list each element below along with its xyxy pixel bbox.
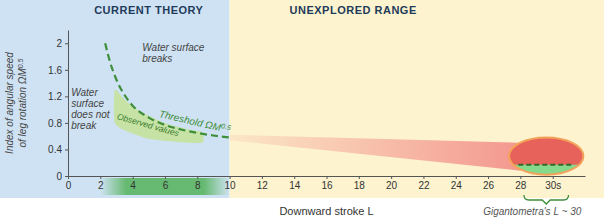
x-tick: 22 [418,176,430,191]
x-tick-label: 20 [386,180,398,191]
gigantometra-split-line [518,164,574,166]
x-tick: 28 [515,176,527,191]
x-tick: 24 [451,176,463,191]
x-tick-mark [423,176,424,179]
x-tick: 30s [545,176,561,191]
x-tick-mark [359,176,360,179]
y-tick-label: 0 [56,171,62,182]
y-tick-label: 0.4 [48,144,62,155]
superscript: 0.5 [221,122,232,131]
y-tick-label: 2 [56,38,62,49]
annotation: Water surfacebreaks [142,42,204,64]
x-tick-label: 18 [354,180,366,191]
y-tick: 1.2 [48,91,68,102]
x-axis-title: Downward stroke L [279,205,373,217]
region-label: UNEXPLORED RANGE [290,4,417,16]
x-tick-label: 6 [163,180,169,191]
x-tick: 14 [289,176,301,191]
y-axis-line [68,31,69,177]
x-tick-mark [520,176,521,179]
x-tick-mark [553,176,554,179]
gigantometra-bracket [524,195,569,204]
x-tick-mark [488,176,489,179]
x-tick-label: 12 [257,180,269,191]
y-tick-mark [65,43,68,44]
x-tick-mark [230,176,231,179]
region-label: CURRENT THEORY [94,4,203,16]
x-tick-label: 16 [321,180,333,191]
x-tick-mark [294,176,295,179]
x-tick-label: 28 [515,180,527,191]
y-tick: 2 [56,38,68,49]
x-tick-label: 30s [545,180,561,191]
y-tick-mark [65,96,68,97]
x-tick-label: 0 [66,180,72,191]
x-tick: 26 [483,176,495,191]
projection-wedge [230,135,521,171]
x-tick: 0 [66,176,72,191]
x-tick: 18 [354,176,366,191]
annotation-line: break [71,120,97,131]
y-tick-label: 1.6 [48,65,62,76]
annotation: Watersurfacedoes notbreak [71,87,111,131]
y-tick: 0.8 [48,118,68,129]
x-tick: 16 [321,176,333,191]
y-axis-title: Index of angular speed [4,52,15,154]
y-tick-label: 0.8 [48,118,62,129]
y-axis-title: of leg rotation ΩM0.5 [17,58,28,147]
x-axis: 024681012141618202224262830s [66,176,586,191]
chart-svg: CURRENT THEORYUNEXPLORED RANGE0246810121… [0,0,604,223]
x-tick: 10 [225,176,237,191]
x-tick: 12 [257,176,269,191]
x-tick-label: 24 [451,180,463,191]
x-tick: 8 [195,176,201,191]
x-tick-label: 26 [483,180,495,191]
x-tick-label: 2 [98,180,104,191]
y-tick-mark [65,70,68,71]
x-tick-mark [133,176,134,179]
annotation-line: breaks [142,53,172,64]
plot-area [105,43,583,176]
gigantometra-label: Gigantometra's L ~ 30 [483,206,582,217]
region-background [230,0,604,198]
x-tick-mark [456,176,457,179]
annotation-line: Water [71,87,98,98]
superscript: 0.5 [17,58,24,68]
y-tick: 1.6 [48,65,68,76]
y-tick-mark [65,176,68,177]
x-tick: 20 [386,176,398,191]
text-part: of leg rotation ΩM [17,68,28,148]
annotation-line: surface [71,98,104,109]
observed-l-band [100,178,229,195]
x-tick-mark [100,176,101,179]
x-tick-mark [262,176,263,179]
x-tick: 6 [163,176,169,191]
text-part: Index of angular speed [4,52,15,154]
annotation-line: does not [71,109,111,120]
y-axis: 0 0.4 0.8 1.2 1.6 2 [48,31,68,182]
gigantometra-outline [509,138,583,175]
annotation-line: Water surface [142,42,204,53]
y-tick-mark [65,149,68,150]
x-tick: 2 [98,176,104,191]
x-tick-label: 8 [195,180,201,191]
region-background [0,0,230,198]
x-tick-mark [391,176,392,179]
x-tick-mark [197,176,198,179]
observed-label: Observed values [116,111,181,138]
y-tick: 0.4 [48,144,68,155]
chart-root: CURRENT THEORYUNEXPLORED RANGE0246810121… [0,0,604,223]
x-tick: 4 [130,176,136,191]
y-tick-label: 1.2 [48,91,62,102]
x-tick-label: 22 [418,180,430,191]
y-tick: 0 [56,171,68,182]
x-tick-label: 4 [130,180,136,191]
threshold-line [105,43,229,137]
x-tick-mark [165,176,166,179]
x-tick-label: 14 [289,180,301,191]
y-tick-mark [65,123,68,124]
x-tick-label: 10 [225,180,237,191]
x-tick-mark [327,176,328,179]
